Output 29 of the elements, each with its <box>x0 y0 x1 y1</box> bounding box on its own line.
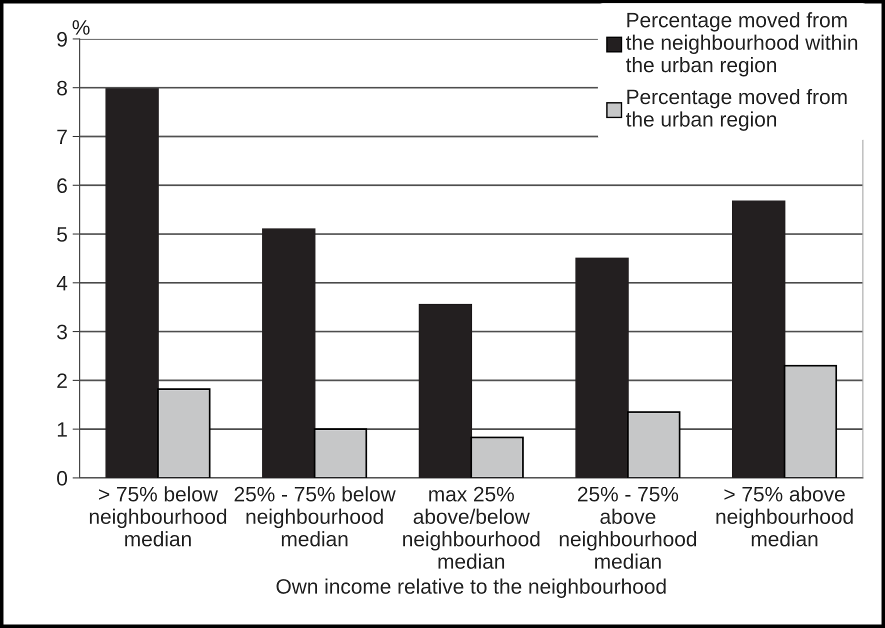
x-tick-label: 25% - 75% below neighbourhood median <box>234 486 396 546</box>
x-tick-label: > 75% below neighbourhood median <box>90 486 226 546</box>
x-tick-label: 25% - 75% above neighbourhood median <box>560 486 696 569</box>
legend-label: Percentage moved from the neighbourhood within the urban region <box>626 12 858 76</box>
y-tick-label: 3 <box>57 324 67 340</box>
bar <box>784 364 838 478</box>
bar <box>732 200 786 478</box>
bar <box>418 304 472 478</box>
x-tick-label: > 75% above neighbourhood median <box>716 486 853 546</box>
bar <box>575 258 629 478</box>
y-tick-label: 7 <box>57 130 67 144</box>
y-tick-label: 1 <box>58 422 67 437</box>
y-tick-label: 0 <box>57 470 68 486</box>
y-tick-label: 5 <box>57 227 67 242</box>
y-tick-label: 9 <box>57 32 67 47</box>
y-tick-label: 2 <box>57 373 67 388</box>
bar <box>262 228 316 478</box>
y-tick-label: 6 <box>57 178 67 194</box>
y-tick-label: 8 <box>57 80 67 96</box>
bar <box>627 411 680 478</box>
legend-label: Percentage moved from the urban region <box>626 88 847 131</box>
y-tick-label: 4 <box>56 276 68 290</box>
bar <box>470 436 524 478</box>
bar <box>105 88 159 478</box>
x-tick-label: max 25% above/below neighbourhood median <box>403 486 540 569</box>
bar <box>157 388 210 478</box>
bar <box>314 428 368 478</box>
x-axis-title: Own income relative to the neighbourhood <box>276 578 666 598</box>
y-axis-title: % <box>72 20 90 35</box>
